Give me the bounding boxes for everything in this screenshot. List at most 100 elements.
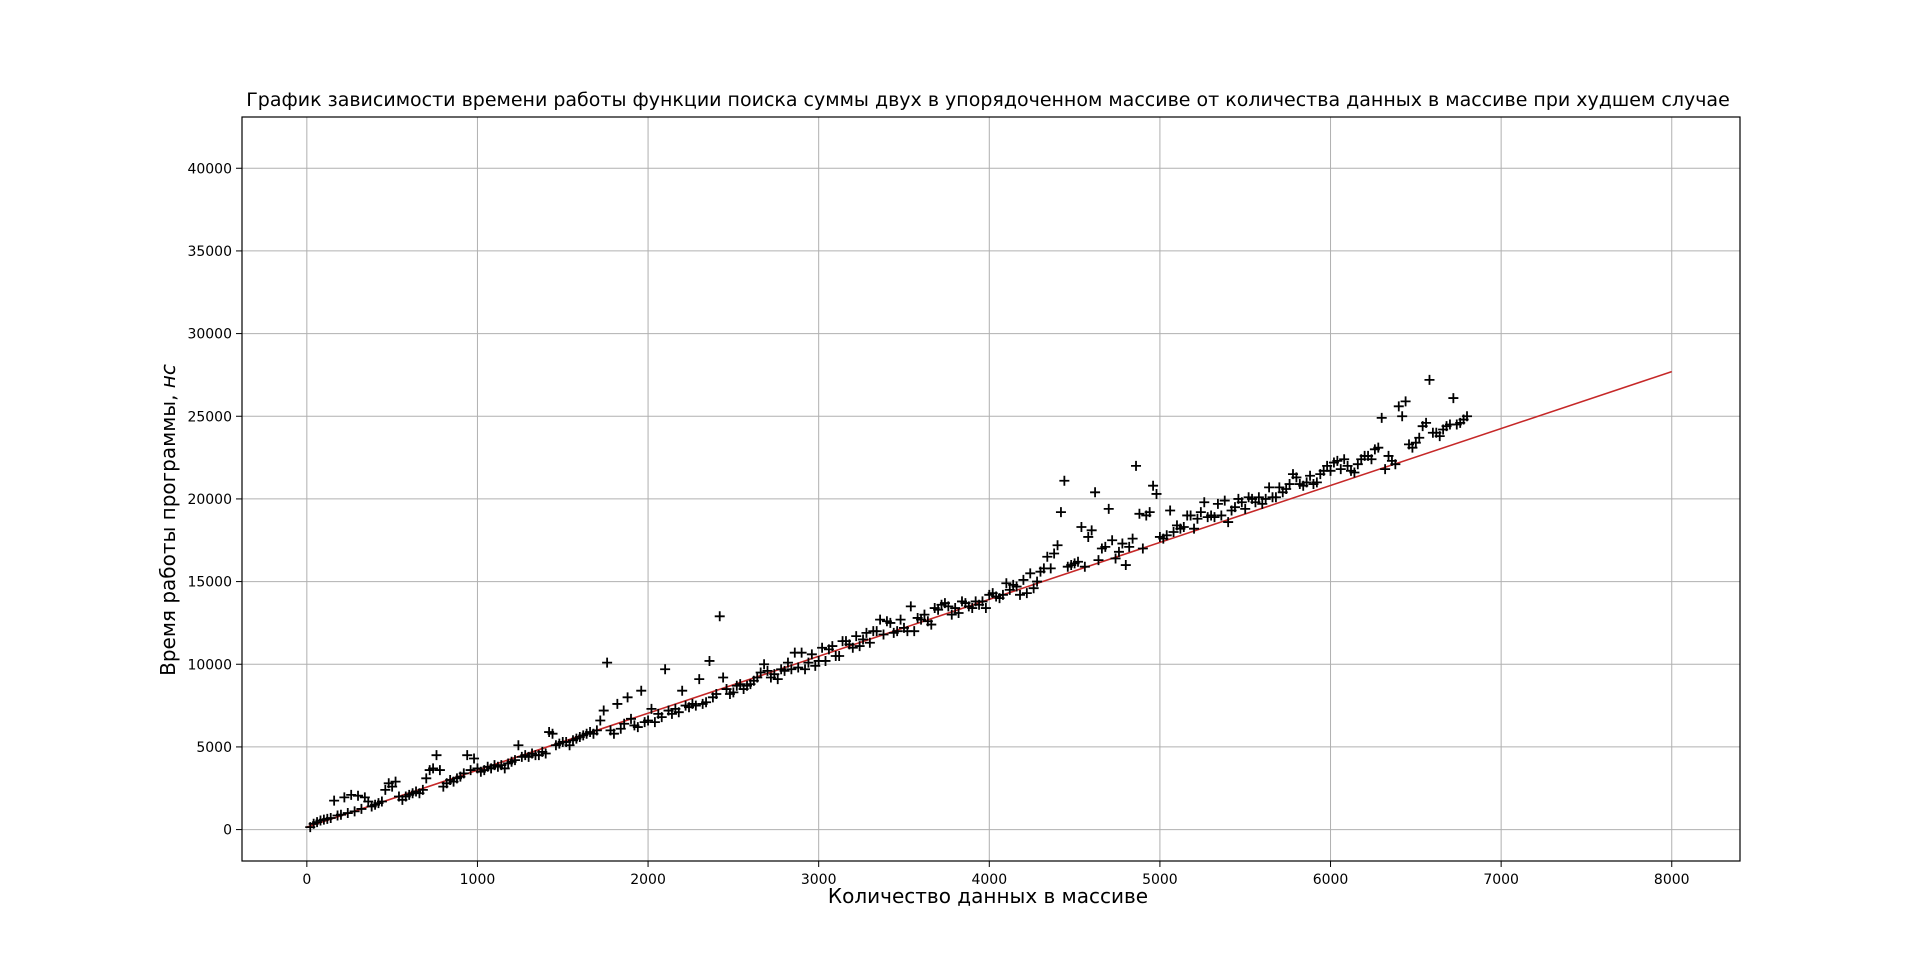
data-point bbox=[673, 707, 684, 718]
data-point bbox=[1366, 454, 1377, 465]
y-tick-label: 40000 bbox=[187, 161, 232, 177]
y-axis-label: Время работы программы, нс bbox=[156, 364, 180, 676]
data-point bbox=[1216, 510, 1227, 521]
data-point bbox=[1052, 540, 1063, 551]
data-point bbox=[1414, 432, 1425, 443]
data-point bbox=[1178, 522, 1189, 533]
data-point bbox=[779, 665, 790, 676]
x-axis-label: Количество данных в массиве bbox=[828, 884, 1148, 908]
x-tick-label: 1000 bbox=[460, 872, 496, 888]
data-point bbox=[1462, 411, 1473, 422]
x-tick-label: 4000 bbox=[971, 872, 1007, 888]
data-point bbox=[1151, 488, 1162, 499]
data-point bbox=[1117, 538, 1128, 549]
data-point bbox=[1127, 533, 1138, 544]
data-point bbox=[892, 626, 903, 637]
data-point bbox=[390, 776, 401, 787]
data-point bbox=[1332, 455, 1343, 466]
data-point bbox=[878, 629, 889, 640]
data-point bbox=[608, 728, 619, 739]
data-point bbox=[847, 642, 858, 653]
data-point bbox=[1021, 588, 1032, 599]
data-point bbox=[1236, 497, 1247, 508]
data-point bbox=[800, 664, 811, 675]
data-point bbox=[1093, 555, 1104, 566]
data-point bbox=[762, 665, 773, 676]
y-axis-label-main: Время работы программы, bbox=[156, 388, 180, 676]
data-point bbox=[1192, 513, 1203, 524]
data-point bbox=[1434, 431, 1445, 442]
data-point bbox=[1045, 563, 1056, 574]
data-point bbox=[1055, 507, 1066, 518]
data-point bbox=[909, 626, 920, 637]
data-point bbox=[1083, 531, 1094, 542]
data-point bbox=[718, 672, 729, 683]
data-point bbox=[1144, 507, 1155, 518]
data-point bbox=[871, 626, 882, 637]
data-point bbox=[1421, 417, 1432, 428]
y-tick-label: 15000 bbox=[187, 575, 232, 591]
x-tick-label: 3000 bbox=[801, 872, 837, 888]
data-point bbox=[649, 717, 660, 728]
data-point bbox=[1284, 479, 1295, 490]
data-point bbox=[1424, 374, 1435, 385]
data-point bbox=[1042, 551, 1053, 562]
data-point bbox=[755, 667, 766, 678]
data-point bbox=[1195, 507, 1206, 518]
data-point bbox=[1011, 581, 1022, 592]
data-point bbox=[598, 705, 609, 716]
data-point bbox=[462, 750, 473, 761]
data-point bbox=[817, 642, 828, 653]
data-point bbox=[1018, 574, 1029, 585]
data-point bbox=[1131, 460, 1142, 471]
data-point bbox=[380, 784, 391, 795]
data-point bbox=[1189, 523, 1200, 534]
data-point bbox=[612, 698, 623, 709]
data-point bbox=[1229, 502, 1240, 513]
data-point bbox=[356, 803, 367, 814]
data-point bbox=[335, 809, 346, 820]
data-point bbox=[1253, 492, 1264, 503]
data-point bbox=[803, 657, 814, 668]
data-point bbox=[431, 750, 442, 761]
data-point bbox=[1335, 464, 1346, 475]
data-point bbox=[469, 753, 480, 764]
data-point bbox=[646, 703, 657, 714]
data-point bbox=[1397, 411, 1408, 422]
data-point bbox=[1209, 512, 1220, 523]
data-point bbox=[329, 795, 340, 806]
data-point bbox=[806, 649, 817, 660]
data-point bbox=[622, 692, 633, 703]
data-point bbox=[1448, 393, 1459, 404]
data-point bbox=[1260, 493, 1271, 504]
data-point bbox=[1212, 498, 1223, 509]
x-tick-label: 6000 bbox=[1313, 872, 1349, 888]
data-point bbox=[772, 674, 783, 685]
data-point bbox=[619, 718, 630, 729]
data-point bbox=[858, 634, 869, 645]
data-point bbox=[977, 596, 988, 607]
data-point bbox=[1301, 477, 1312, 488]
data-point bbox=[864, 637, 875, 648]
data-point bbox=[1380, 464, 1391, 475]
data-point bbox=[1223, 517, 1234, 528]
data-point bbox=[626, 713, 637, 724]
data-point bbox=[636, 685, 647, 696]
data-point bbox=[602, 657, 613, 668]
data-point bbox=[660, 664, 671, 675]
data-point bbox=[861, 627, 872, 638]
data-point bbox=[854, 641, 865, 652]
y-axis-ticks: 0 5000 10000 15000 20000 25000 30000 35000 40000 bbox=[187, 161, 242, 839]
data-point bbox=[704, 655, 715, 666]
data-point bbox=[1390, 459, 1401, 470]
data-point bbox=[701, 697, 712, 708]
data-point bbox=[997, 589, 1008, 600]
data-point bbox=[953, 608, 964, 618]
data-point bbox=[1120, 560, 1131, 571]
data-point bbox=[875, 614, 886, 625]
data-point bbox=[1015, 589, 1025, 600]
data-point bbox=[711, 689, 722, 700]
data-point bbox=[796, 647, 807, 658]
data-point bbox=[786, 664, 797, 675]
